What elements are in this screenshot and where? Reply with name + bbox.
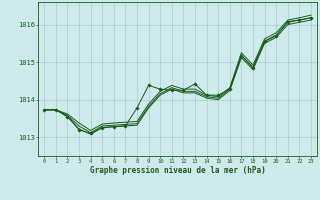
X-axis label: Graphe pression niveau de la mer (hPa): Graphe pression niveau de la mer (hPa) [90, 166, 266, 175]
